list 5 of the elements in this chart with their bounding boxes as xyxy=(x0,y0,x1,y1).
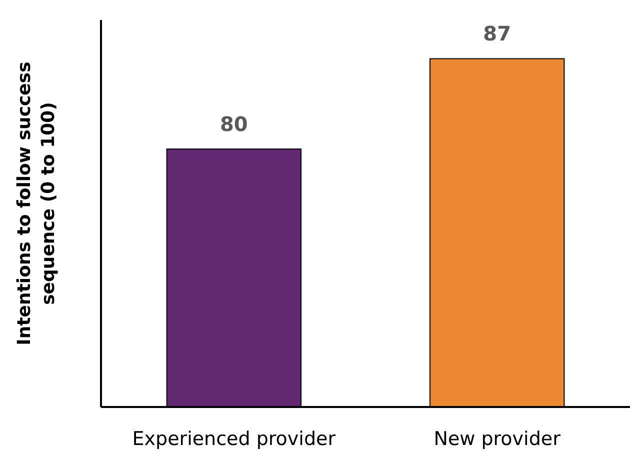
y-axis-title: Intentions to follow success sequence (0 to 100) xyxy=(14,62,59,346)
data-label: 87 xyxy=(483,22,512,46)
x-tick-label: New provider xyxy=(434,428,561,450)
data-label: 80 xyxy=(220,112,248,136)
x-tick-label: Experienced provider xyxy=(132,428,336,450)
